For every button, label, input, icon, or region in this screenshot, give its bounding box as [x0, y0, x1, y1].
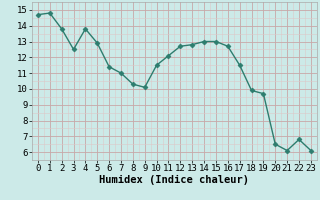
X-axis label: Humidex (Indice chaleur): Humidex (Indice chaleur): [100, 175, 249, 185]
